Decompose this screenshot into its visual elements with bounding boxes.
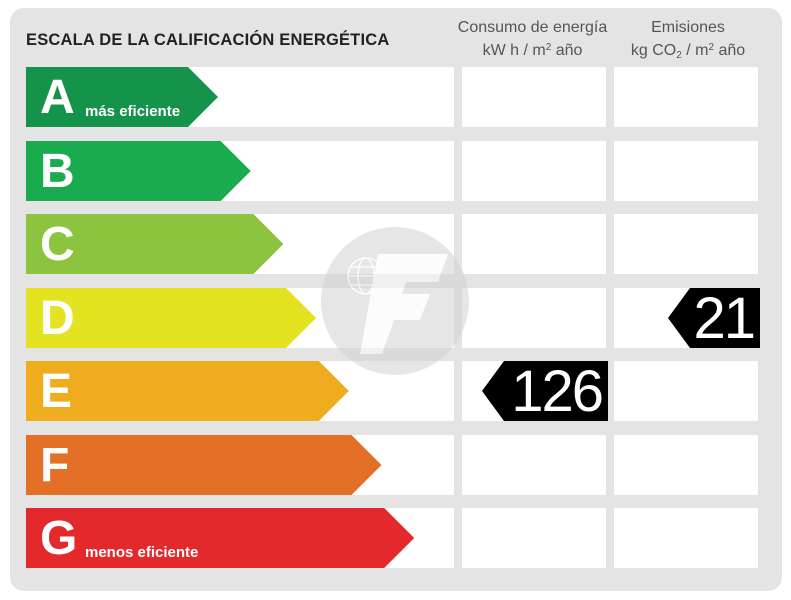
consumo-header-line1: Consumo de energía (457, 19, 608, 36)
rating-arrow-shape (26, 214, 284, 274)
rating-label: más eficiente (85, 103, 181, 120)
rating-bar-b: B (26, 141, 251, 201)
rating-bar-d: D (26, 288, 317, 348)
rating-arrow-shape (26, 361, 349, 421)
rating-bar-f: F (26, 435, 382, 495)
emisiones-cell-f (614, 435, 758, 495)
emisiones-header-line2: kg CO2 / m2 año (630, 42, 746, 61)
consumo-badge-value: 126 (511, 359, 604, 424)
rating-label: menos eficiente (85, 544, 199, 561)
emisiones-cell-a (614, 67, 758, 127)
rating-letter: C (40, 218, 75, 271)
watermark-logo-icon (321, 227, 469, 375)
consumo-cell-g (462, 508, 606, 568)
rating-arrow-shape (26, 508, 415, 568)
rating-letter: G (40, 512, 78, 565)
rating-bar-c: C (26, 214, 284, 274)
emisiones-cell-e (614, 361, 758, 421)
consumo-cell-a (462, 67, 606, 127)
rating-letter: F (40, 439, 70, 492)
emisiones-cell-g (614, 508, 758, 568)
rating-arrow-shape (26, 67, 218, 127)
emisiones-badge-shape (668, 288, 760, 348)
emisiones-cell-c (614, 214, 758, 274)
consumo-badge: 126 (482, 359, 608, 424)
consumo-header-line2: kW h / m2 año (482, 42, 583, 59)
rating-letter: E (40, 365, 73, 418)
rating-bar-e: E (26, 361, 349, 421)
consumo-cell-d (462, 288, 606, 348)
emisiones-badge-value: 21 (693, 286, 755, 351)
consumo-cell-c (462, 214, 606, 274)
page-title: ESCALA DE LA CALIFICACIÓN ENERGÉTICA (26, 31, 390, 49)
consumo-cell-f (462, 435, 606, 495)
rating-letter: B (40, 145, 75, 198)
emisiones-badge: 21 (668, 286, 760, 351)
consumo-cell-b (462, 141, 606, 201)
rating-letter: D (40, 292, 75, 345)
rating-letter: A (40, 71, 75, 124)
rating-arrow-shape (26, 288, 317, 348)
emisiones-cell-b (614, 141, 758, 201)
consumo-column-header: Consumo de energía kW h / m2 año (455, 18, 610, 61)
consumo-badge-shape (482, 361, 608, 421)
emisiones-column-header: Emisiones kg CO2 / m2 año (608, 18, 768, 66)
rating-arrow-shape (26, 435, 382, 495)
emisiones-header-line1: Emisiones (651, 19, 725, 36)
rating-arrow-shape (26, 141, 251, 201)
